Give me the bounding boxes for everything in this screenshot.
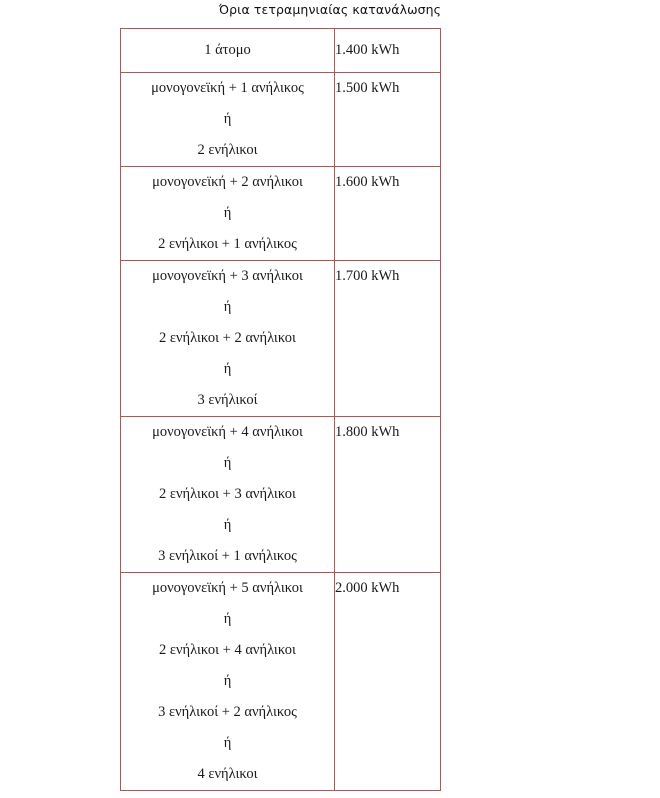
or-separator-line: ή: [223, 205, 232, 221]
consumption-limit-cell: 1.600 kWh: [334, 166, 441, 261]
or-separator-line: ή: [223, 455, 232, 471]
household-composition-line: μονογονεϊκή + 1 ανήλικος: [151, 80, 304, 96]
consumption-limit-cell: 2.000 kWh: [334, 572, 441, 791]
consumption-limit-value: 2.000 kWh: [335, 580, 400, 596]
household-composition-line: 4 ενήλικοι: [197, 766, 258, 782]
consumption-limit-value: 1.400 kWh: [335, 42, 400, 58]
or-separator-line: ή: [223, 517, 232, 533]
household-composition-line: 3 ενήλικοί + 1 ανήλικος: [158, 548, 297, 564]
page-title: Όρια τετραμηνιαίας κατανάλωσης: [218, 2, 442, 17]
or-separator-line: ή: [223, 611, 232, 627]
household-composition-cell: μονογονεϊκή + 1 ανήλικος ή 2 ενήλικοι: [120, 72, 335, 167]
consumption-limits-table: 1 άτομο 1.400 kWh μονογονεϊκή + 1 ανήλικος…: [120, 28, 441, 791]
consumption-limit-cell: 1.500 kWh: [334, 72, 441, 167]
or-separator-line: ή: [223, 673, 232, 689]
household-composition-line: 3 ενήλικοί + 2 ανήλικος: [158, 704, 297, 720]
table-row: μονογονεϊκή + 1 ανήλικος ή 2 ενήλικοι 1.500…: [120, 72, 441, 167]
consumption-limit-value: 1.500 kWh: [335, 80, 400, 96]
household-composition-line: 1 άτομο: [204, 42, 251, 58]
table-row: 1 άτομο 1.400 kWh: [120, 28, 441, 73]
household-composition-line: μονογονεϊκή + 2 ανήλικοι: [152, 174, 303, 190]
household-composition-line: 3 ενήλικοί: [197, 392, 258, 408]
household-composition-line: μονογονεϊκή + 5 ανήλικοι: [152, 580, 303, 596]
or-separator-line: ή: [223, 299, 232, 315]
table-row: μονογονεϊκή + 5 ανήλικοι ή 2 ενήλικοι + 4 …: [120, 572, 441, 791]
or-separator-line: ή: [223, 735, 232, 751]
household-composition-cell: μονογονεϊκή + 4 ανήλικοι ή 2 ενήλικοι + 3 …: [120, 416, 335, 573]
consumption-limits-table-wrapper: 1 άτομο 1.400 kWh μονογονεϊκή + 1 ανήλικος…: [120, 28, 441, 791]
table-body: 1 άτομο 1.400 kWh μονογονεϊκή + 1 ανήλικος…: [120, 28, 441, 791]
consumption-limit-value: 1.600 kWh: [335, 174, 400, 190]
household-composition-line: μονογονεϊκή + 4 ανήλικοι: [152, 424, 303, 440]
household-composition-cell: μονογονεϊκή + 2 ανήλικοι ή 2 ενήλικοι + 1 …: [120, 166, 335, 261]
household-composition-line: 2 ενήλικοι + 1 ανήλικος: [158, 236, 297, 252]
consumption-limit-cell: 1.400 kWh: [334, 28, 441, 73]
household-composition-line: 2 ενήλικοι: [197, 142, 258, 158]
consumption-limit-cell: 1.700 kWh: [334, 260, 441, 417]
table-row: μονογονεϊκή + 2 ανήλικοι ή 2 ενήλικοι + 1 …: [120, 166, 441, 261]
household-composition-cell: 1 άτομο: [120, 28, 335, 73]
household-composition-line: 2 ενήλικοι + 2 ανήλικοι: [159, 330, 296, 346]
consumption-limit-value: 1.700 kWh: [335, 268, 400, 284]
or-separator-line: ή: [223, 111, 232, 127]
household-composition-cell: μονογονεϊκή + 5 ανήλικοι ή 2 ενήλικοι + 4 …: [120, 572, 335, 791]
consumption-limit-cell: 1.800 kWh: [334, 416, 441, 573]
household-composition-line: μονογονεϊκή + 3 ανήλικοι: [152, 268, 303, 284]
consumption-limit-value: 1.800 kWh: [335, 424, 400, 440]
table-row: μονογονεϊκή + 3 ανήλικοι ή 2 ενήλικοι + 2 …: [120, 260, 441, 417]
or-separator-line: ή: [223, 361, 232, 377]
household-composition-line: 2 ενήλικοι + 3 ανήλικοι: [159, 486, 296, 502]
table-row: μονογονεϊκή + 4 ανήλικοι ή 2 ενήλικοι + 3 …: [120, 416, 441, 573]
household-composition-cell: μονογονεϊκή + 3 ανήλικοι ή 2 ενήλικοι + 2 …: [120, 260, 335, 417]
household-composition-line: 2 ενήλικοι + 4 ανήλικοι: [159, 642, 296, 658]
